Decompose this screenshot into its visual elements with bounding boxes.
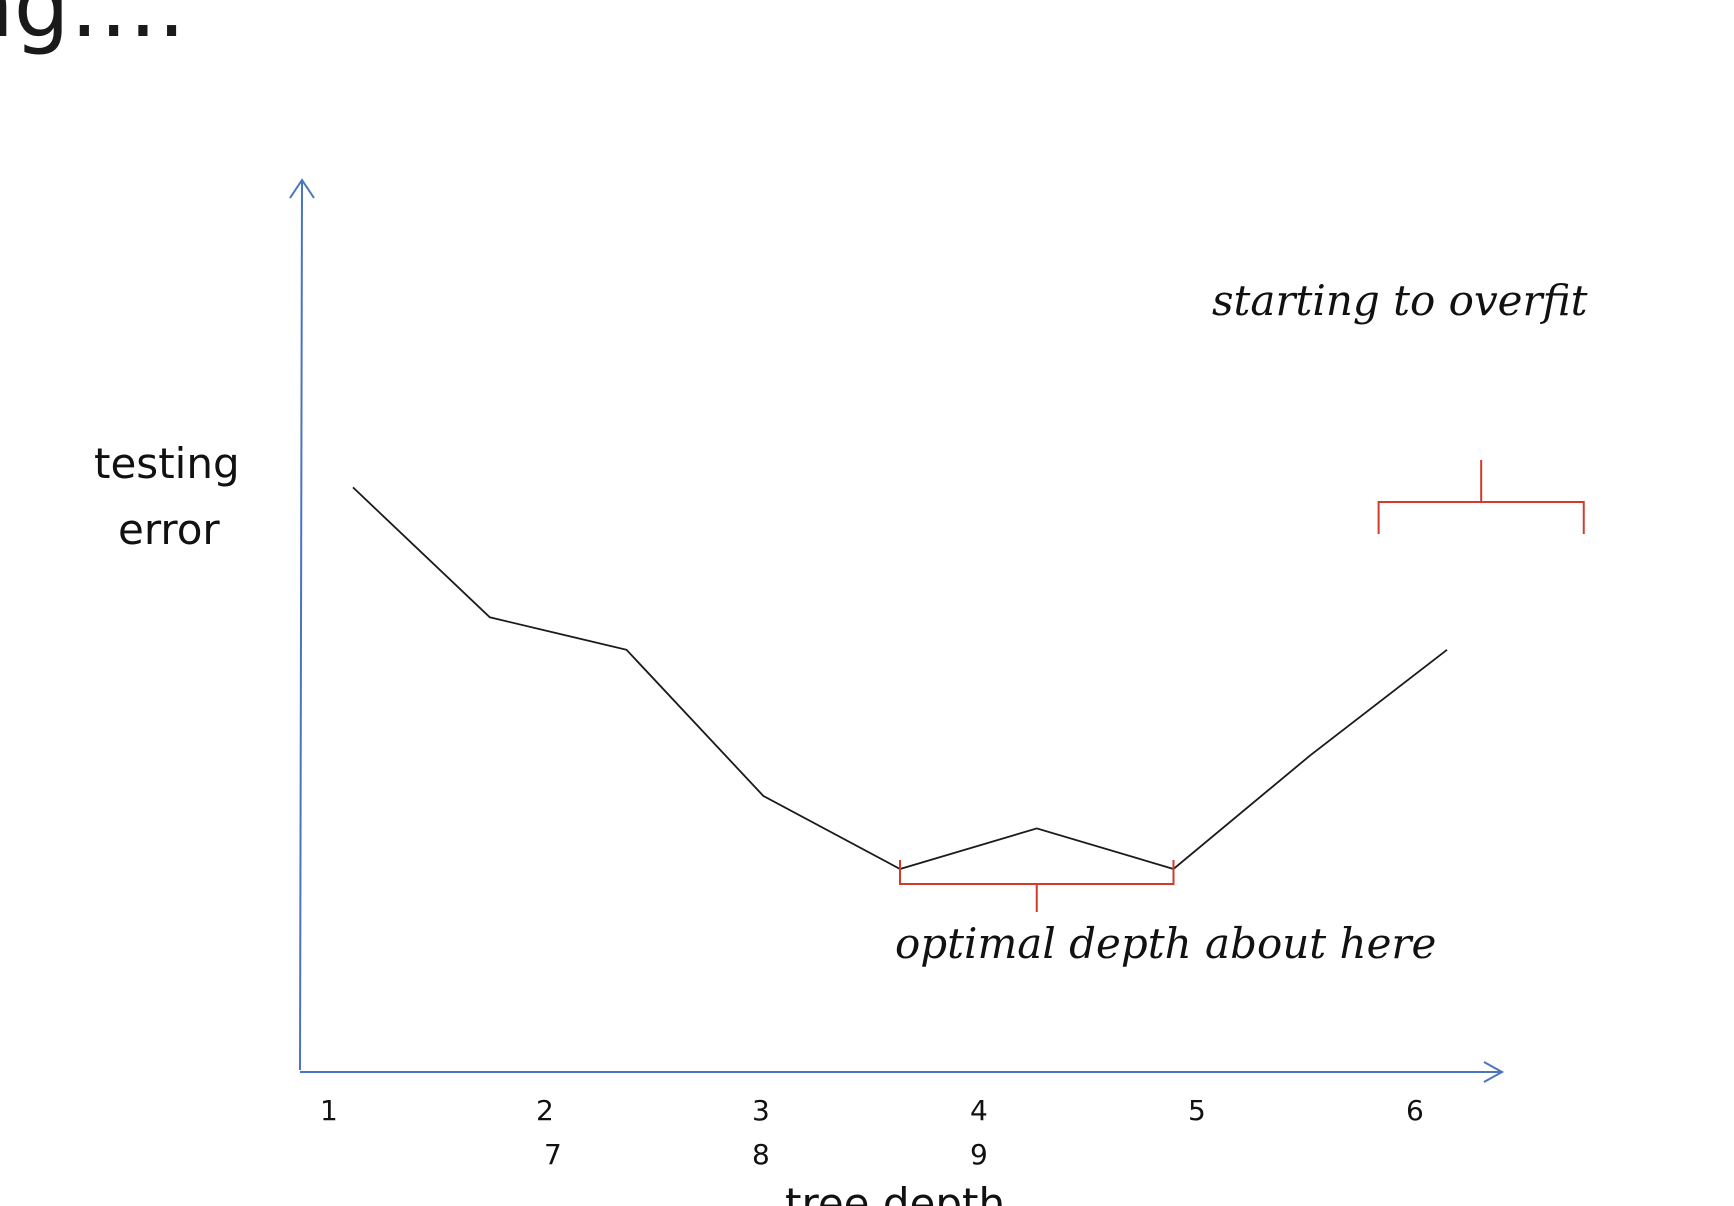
x-tick-label: 9 <box>970 1138 988 1171</box>
annotation-overfit: starting to overfit <box>1212 276 1588 325</box>
y-axis-arrowhead <box>289 178 315 199</box>
slide-title: ng…. <box>0 0 186 57</box>
x-tick-label: 7 <box>544 1138 562 1171</box>
x-tick-row-1: 1 2 3 4 5 6 <box>320 1094 1424 1127</box>
y-axis-label-line-2: error <box>118 505 220 554</box>
x-tick-label: 2 <box>536 1094 554 1127</box>
annotation-optimal-depth: optimal depth about here <box>895 919 1436 968</box>
series-line <box>352 486 1448 870</box>
x-tick-label: 5 <box>1188 1094 1206 1127</box>
series-layer <box>352 486 1448 870</box>
x-tick-label: 3 <box>752 1094 770 1127</box>
y-axis-label-line-1: testing <box>94 439 240 488</box>
x-tick-row-2: 7 8 9 <box>544 1138 988 1171</box>
x-axis-arrowhead <box>1483 1061 1505 1083</box>
axes <box>289 178 1505 1083</box>
brace-layer <box>899 460 1585 912</box>
x-tick-label: 6 <box>1406 1094 1424 1127</box>
x-tick-label: 8 <box>752 1138 770 1171</box>
brace-overfit <box>1377 460 1585 534</box>
x-axis-label: tree depth <box>785 1179 1005 1206</box>
y-axis-line <box>299 181 303 1071</box>
x-tick-label: 4 <box>970 1094 988 1127</box>
brace-optimal-depth <box>899 860 1175 912</box>
x-tick-label: 1 <box>320 1094 338 1127</box>
